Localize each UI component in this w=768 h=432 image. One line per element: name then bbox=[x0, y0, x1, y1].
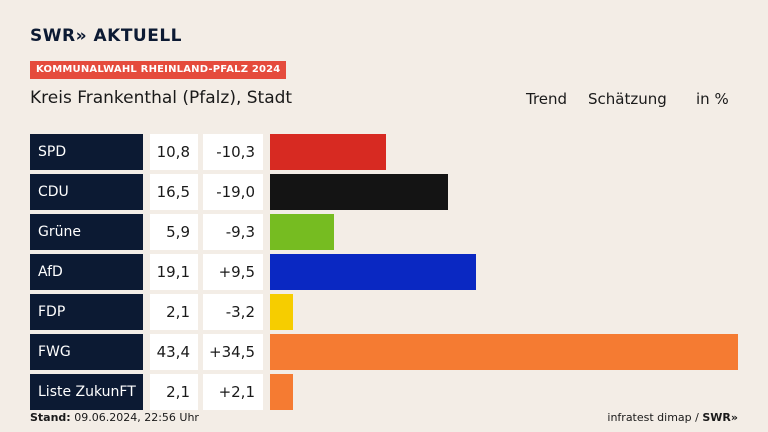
source-text: infratest dimap / bbox=[607, 411, 699, 424]
result-bar bbox=[270, 254, 476, 290]
result-bar bbox=[270, 374, 293, 410]
party-label: SPD bbox=[30, 134, 143, 170]
result-row: FDP 2,1 -3,2 bbox=[0, 294, 768, 330]
result-row: FWG 43,4 +34,5 bbox=[0, 334, 768, 370]
stand-value: 09.06.2024, 22:56 Uhr bbox=[74, 411, 199, 424]
election-kicker: KOMMUNALWAHL RHEINLAND-PFALZ 2024 bbox=[30, 61, 287, 79]
party-label: AfD bbox=[30, 254, 143, 290]
district-title: Kreis Frankenthal (Pfalz), Stadt bbox=[30, 88, 293, 108]
unit-header: in % bbox=[696, 90, 729, 108]
result-row: AfD 19,1 +9,5 bbox=[0, 254, 768, 290]
result-row: Grüne 5,9 -9,3 bbox=[0, 214, 768, 250]
estimate-header: Schätzung bbox=[588, 90, 667, 108]
trend-value: 16,5 bbox=[150, 174, 198, 210]
change-value: -10,3 bbox=[203, 134, 263, 170]
swr-aktuell-logo: SWR» AKTUELL bbox=[30, 26, 182, 46]
trend-value: 2,1 bbox=[150, 374, 198, 410]
trend-value: 2,1 bbox=[150, 294, 198, 330]
party-label: Liste ZukunFT bbox=[30, 374, 143, 410]
trend-value: 10,8 bbox=[150, 134, 198, 170]
change-value: -3,2 bbox=[203, 294, 263, 330]
party-label: FDP bbox=[30, 294, 143, 330]
change-value: +34,5 bbox=[203, 334, 263, 370]
result-row: CDU 16,5 -19,0 bbox=[0, 174, 768, 210]
result-bar bbox=[270, 134, 386, 170]
change-value: -19,0 bbox=[203, 174, 263, 210]
source-credit: infratest dimap / SWR» bbox=[607, 411, 738, 424]
result-bar bbox=[270, 214, 334, 250]
trend-value: 5,9 bbox=[150, 214, 198, 250]
trend-value: 43,4 bbox=[150, 334, 198, 370]
result-bar bbox=[270, 334, 738, 370]
result-bar bbox=[270, 174, 448, 210]
result-row: SPD 10,8 -10,3 bbox=[0, 134, 768, 170]
trend-header: Trend bbox=[526, 90, 568, 108]
party-label: FWG bbox=[30, 334, 143, 370]
change-value: +9,5 bbox=[203, 254, 263, 290]
result-row: Liste ZukunFT 2,1 +2,1 bbox=[0, 374, 768, 410]
change-value: -9,3 bbox=[203, 214, 263, 250]
change-value: +2,1 bbox=[203, 374, 263, 410]
result-bar bbox=[270, 294, 293, 330]
swr-footer-logo: SWR» bbox=[702, 411, 738, 424]
trend-value: 19,1 bbox=[150, 254, 198, 290]
party-label: Grüne bbox=[30, 214, 143, 250]
stand-label: Stand: bbox=[30, 411, 71, 424]
timestamp: Stand: 09.06.2024, 22:56 Uhr bbox=[30, 411, 199, 424]
party-label: CDU bbox=[30, 174, 143, 210]
